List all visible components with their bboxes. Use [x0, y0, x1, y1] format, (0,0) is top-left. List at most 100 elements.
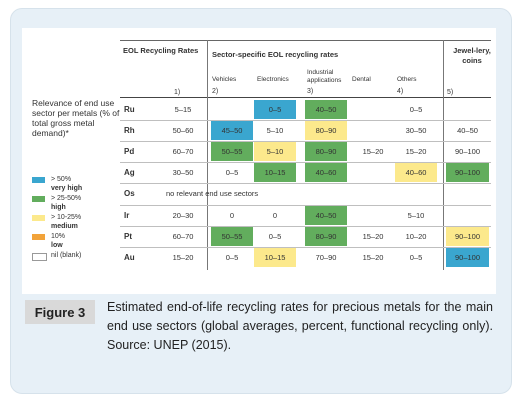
- table-cell: 45–50: [211, 121, 253, 141]
- eol-note: 1): [174, 89, 181, 96]
- jewellery-header: Jewel-lery, coins: [453, 46, 491, 65]
- table-cell: 0–5: [395, 100, 437, 120]
- legend: Relevance of end use sector per metals (…: [32, 98, 122, 262]
- sector-header-vehicles: Vehicles: [212, 76, 237, 83]
- table-cell: 60–70: [163, 142, 203, 162]
- row-label-ru: Ru: [124, 105, 135, 114]
- legend-range: > 50%: [51, 176, 72, 183]
- table-cell: 30–50: [163, 163, 203, 183]
- table-cell: 0–5: [211, 163, 253, 183]
- table-cell: 5–10: [395, 205, 437, 225]
- table-cell: 0–5: [211, 247, 253, 267]
- eol-header: EOL Recycling Rates: [123, 46, 199, 55]
- legend-item: 10% low: [32, 233, 122, 252]
- table-cell: 60–70: [163, 226, 203, 246]
- table-cell: 90–100: [446, 226, 489, 246]
- sector-header: Sector-specific EOL recycling rates: [212, 50, 339, 59]
- legend-label: very high: [51, 185, 83, 192]
- table-cell: 0–5: [254, 226, 296, 246]
- table-cell: 5–15: [163, 100, 203, 120]
- sector-header-industrial: Industrial applications: [307, 69, 342, 84]
- row-label-au: Au: [124, 252, 135, 262]
- table-cell: [352, 205, 394, 225]
- legend-range: > 25-50%: [51, 195, 82, 202]
- legend-label: high: [51, 204, 66, 211]
- table-cell: 10–20: [395, 226, 437, 246]
- legend-item: > 50% very high: [32, 176, 122, 195]
- row-label-pd: Pd: [124, 147, 135, 157]
- sector-note: 3): [307, 88, 314, 95]
- divider-eol: [207, 40, 208, 270]
- table-cell: 20–30: [163, 205, 203, 225]
- table-cell: 10–15: [254, 163, 296, 183]
- table-cell: 90–100: [446, 142, 489, 162]
- table-cell: [446, 100, 489, 120]
- table-cell: 10–15: [254, 247, 296, 267]
- legend-swatch: [32, 177, 45, 183]
- row-span-text: no relevant end use sectors: [166, 188, 259, 198]
- legend-range: nil (blank): [51, 252, 82, 259]
- legend-title: Relevance of end use sector per metals (…: [32, 98, 120, 138]
- sector-note: 4): [397, 88, 404, 95]
- divider-jewellery: [443, 40, 444, 270]
- legend-item: > 10-25% medium: [32, 214, 122, 233]
- table-cell: 40–60: [305, 163, 347, 183]
- legend-label: low: [51, 242, 63, 249]
- row-divider: [120, 225, 491, 227]
- table-cell: 0–5: [254, 100, 296, 120]
- row-divider: [120, 246, 491, 248]
- caption-text: Estimated end-of-life recycling rates fo…: [107, 300, 493, 352]
- table-cell: 50–55: [211, 226, 253, 246]
- table-cell: 80–90: [305, 142, 347, 162]
- row-label-pt: Pt: [124, 231, 132, 241]
- table-cell: [352, 100, 394, 120]
- sector-header-dental: Dental: [352, 76, 371, 83]
- table-cell: 5–10: [254, 121, 296, 141]
- table-cell: 0: [254, 205, 296, 225]
- table-cell: 15–20: [163, 247, 203, 267]
- header-rule: [120, 97, 491, 98]
- table-cell: 90–100: [446, 163, 489, 183]
- table-cell: 30–50: [395, 121, 437, 141]
- table-cell: [446, 205, 489, 225]
- figure-label: Figure 3: [25, 300, 95, 324]
- row-divider: [120, 183, 491, 185]
- table-cell: 80–90: [305, 121, 347, 141]
- table-cell: 15–20: [352, 142, 394, 162]
- legend-range: 10%: [51, 233, 66, 240]
- legend-item: nil (blank): [32, 252, 122, 262]
- table-cell: 0: [211, 205, 253, 225]
- legend-swatch: [32, 234, 45, 240]
- table-cell: 15–20: [352, 247, 394, 267]
- table-cell: 40–50: [446, 121, 489, 141]
- table-cell: 0–5: [395, 247, 437, 267]
- sector-header-others: Others: [397, 76, 417, 83]
- row-divider: [120, 204, 491, 206]
- table-cell: 50–55: [211, 142, 253, 162]
- row-label-rh: Rh: [124, 126, 135, 136]
- table-cell: 15–20: [395, 142, 437, 162]
- table-cell: 70–90: [305, 247, 347, 267]
- legend-swatch: [32, 215, 45, 221]
- table-cell: 40–60: [395, 163, 437, 183]
- legend-swatch: [32, 253, 47, 261]
- table-cell: 15–20: [352, 226, 394, 246]
- sector-note: 2): [212, 88, 219, 95]
- sector-header-electronics: Electronics: [257, 76, 289, 83]
- table-top-rule: [120, 40, 491, 41]
- row-divider: [120, 162, 491, 164]
- table-cell: [352, 163, 394, 183]
- legend-label: medium: [51, 223, 78, 230]
- table-cell: 5–10: [254, 142, 296, 162]
- row-label-ag: Ag: [124, 168, 135, 178]
- row-divider: [120, 141, 491, 143]
- row-label-ir: Ir: [124, 210, 130, 220]
- table-cell: 50–60: [163, 121, 203, 141]
- row-label-os: Os: [124, 189, 135, 199]
- jewellery-note: 5): [447, 89, 454, 96]
- table-cell: 40–50: [305, 100, 347, 120]
- table-cell: 80–90: [305, 226, 347, 246]
- legend-swatch: [32, 196, 45, 202]
- table-cell: [211, 100, 253, 120]
- table-cell: [352, 121, 394, 141]
